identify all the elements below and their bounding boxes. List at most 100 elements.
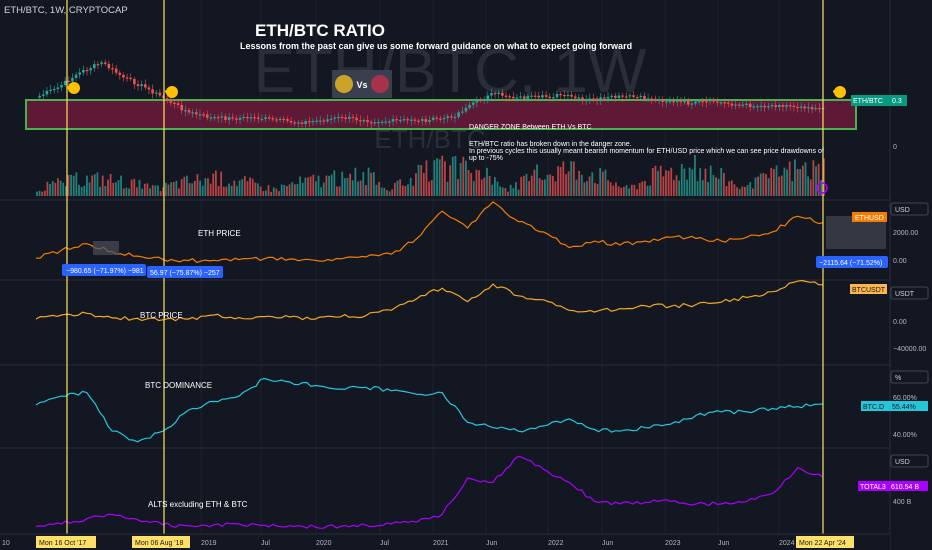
- time-label-9: 2023: [665, 540, 681, 547]
- candle-body: [391, 119, 395, 122]
- candle-body: [777, 105, 781, 108]
- candle-body: [610, 95, 613, 98]
- candle-body: [216, 117, 220, 119]
- volume-bar: [767, 178, 770, 196]
- candle-body: [748, 103, 752, 108]
- volume-bar: [154, 185, 157, 196]
- volume-bar: [528, 181, 531, 196]
- candle-body: [198, 114, 202, 116]
- volume-bar: [704, 168, 707, 196]
- volume-bar: [343, 178, 346, 196]
- volume-bar: [388, 191, 391, 196]
- candle-body: [807, 107, 810, 109]
- candle-body: [307, 121, 311, 123]
- volume-bar: [804, 162, 807, 196]
- volume-bar: [546, 174, 549, 196]
- volume-bar: [620, 187, 623, 196]
- candle-body: [468, 104, 471, 108]
- candle-body: [286, 119, 289, 121]
- volume-bar: [120, 175, 123, 196]
- eth-price-label: ETH PRICE: [198, 229, 241, 238]
- candle-body: [796, 106, 799, 109]
- btcusdt-tick-1: 0.00: [893, 319, 907, 326]
- volume-bar: [409, 177, 412, 196]
- volume-bar: [241, 179, 244, 196]
- volume-bar: [609, 182, 612, 196]
- volume-bar: [451, 156, 454, 196]
- volume-bar: [354, 167, 357, 196]
- candle-body: [737, 104, 741, 106]
- grid: [200, 0, 780, 534]
- volume-bar: [301, 182, 304, 196]
- candle-body: [373, 122, 377, 124]
- candle-body: [573, 96, 577, 99]
- volume-bar: [370, 172, 373, 196]
- volume-bar: [630, 184, 633, 196]
- volume-bar: [209, 183, 212, 196]
- volume-bar: [275, 188, 278, 196]
- total3-value-tag: [888, 481, 928, 491]
- candle-body: [56, 87, 60, 89]
- volume-bar: [715, 177, 717, 196]
- volume-bar: [264, 190, 267, 196]
- volume-bar: [78, 184, 80, 196]
- candle-body: [129, 77, 133, 80]
- chart-title: ETH/BTC RATIO: [255, 21, 385, 40]
- volume-bar: [699, 168, 702, 196]
- volume-bar: [191, 183, 194, 196]
- volume-bar: [249, 177, 252, 196]
- candle-body: [675, 100, 679, 103]
- volume-bar: [396, 180, 399, 196]
- candle-body: [125, 77, 129, 79]
- volume-bar: [657, 170, 659, 196]
- candle-body: [490, 93, 493, 96]
- volume-bar: [454, 156, 457, 196]
- candle-body: [337, 116, 340, 119]
- volume-bar: [533, 169, 536, 196]
- candle-body: [785, 105, 788, 107]
- right-price-axis[interactable]: ETH/BTC 0.3 0 USD ETHUSD 2000.00 0.00 US…: [850, 95, 929, 506]
- danger-note-line1: ETH/BTC ratio has broken down in the dan…: [469, 141, 632, 148]
- ethusd-line: [35, 201, 824, 264]
- candle-body: [559, 93, 562, 96]
- candle-body: [537, 95, 541, 98]
- volume-bar: [670, 167, 673, 196]
- candle-body: [224, 116, 227, 120]
- volume-bar: [433, 160, 436, 196]
- candle-body: [530, 95, 533, 97]
- volume-bar: [36, 191, 38, 196]
- volume-bar: [151, 185, 154, 196]
- volume-bar: [741, 186, 744, 196]
- time-axis[interactable]: 10 2019 Jul 2020 Jul 2021 Jun 2022 Jun 2…: [0, 533, 890, 550]
- volume-bar: [678, 180, 681, 196]
- time-label-7: 2022: [548, 540, 564, 547]
- time-label-11: 2024: [779, 540, 795, 547]
- candle-body: [45, 90, 49, 95]
- ethusd-tick-2: 0.00: [893, 258, 907, 265]
- candle-body: [716, 101, 719, 103]
- candle-body: [402, 119, 406, 121]
- volume-bar: [786, 169, 788, 196]
- volume-bar: [330, 174, 333, 196]
- candle-body: [238, 118, 242, 120]
- candle-body: [657, 99, 661, 101]
- candle-body: [260, 118, 264, 121]
- volume-bar: [817, 163, 820, 196]
- volume-bar: [754, 177, 757, 196]
- volume-bar: [665, 170, 667, 196]
- candle-body: [424, 119, 428, 122]
- candle-body: [38, 95, 41, 98]
- volume-bar: [441, 155, 444, 196]
- candle-body: [734, 104, 737, 106]
- candle-body: [173, 102, 176, 104]
- ethusd-tag: [852, 212, 887, 222]
- volume-bar: [336, 186, 338, 196]
- candle-body: [814, 108, 818, 110]
- volume-bar: [799, 169, 802, 196]
- volume-bar: [41, 191, 44, 196]
- volume-bar: [625, 185, 628, 196]
- candle-body: [759, 105, 763, 108]
- volume-bar: [417, 164, 420, 196]
- candle-body: [803, 106, 807, 109]
- volume-bar: [717, 178, 720, 196]
